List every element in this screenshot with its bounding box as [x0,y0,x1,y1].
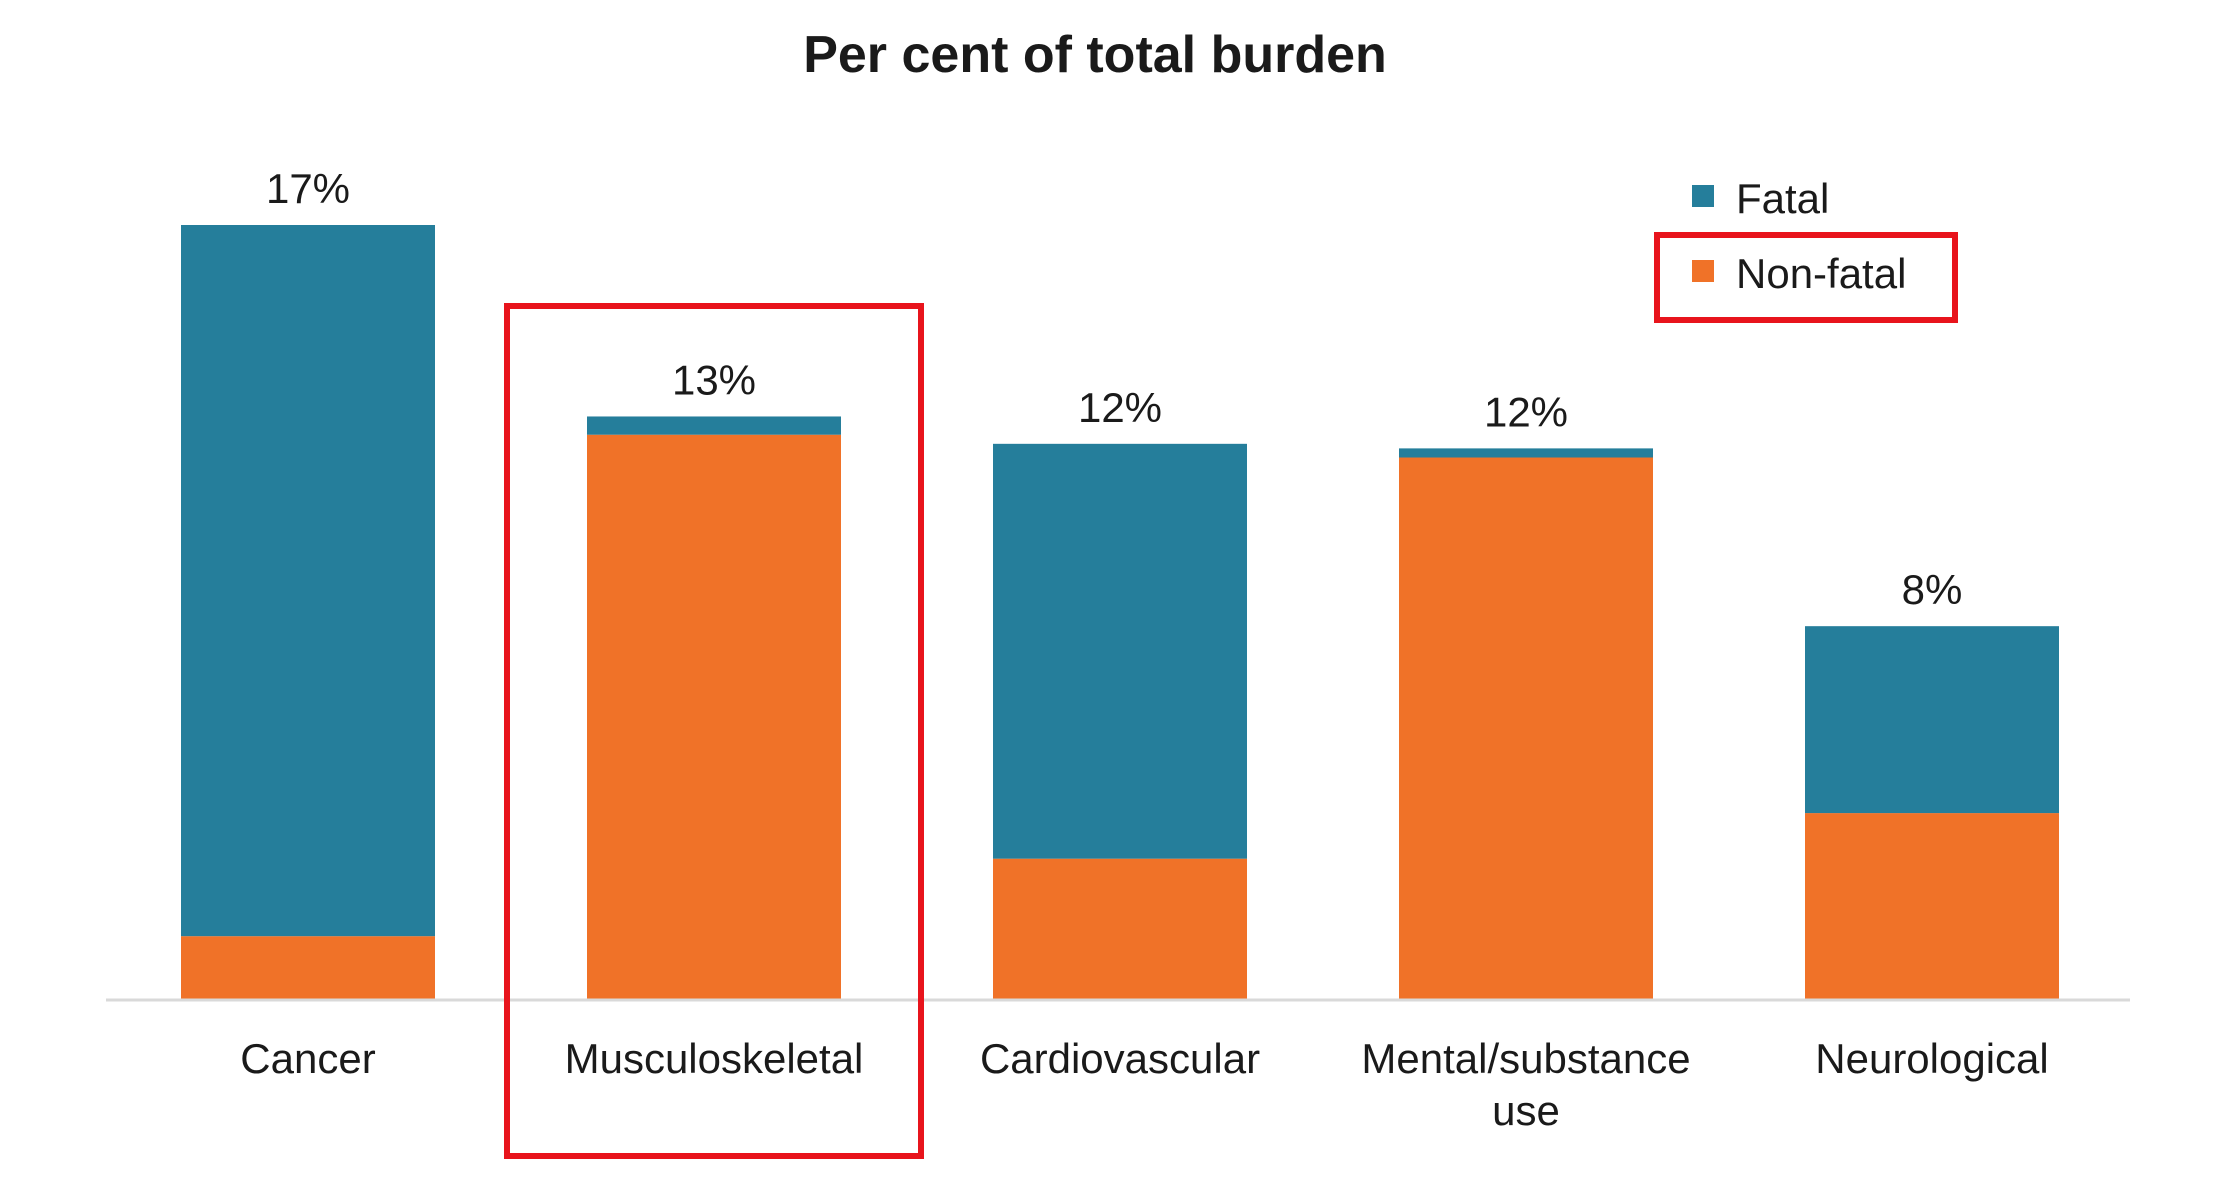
bar-cardiovascular-non-fatal [993,858,1247,1000]
legend-swatch-non-fatal [1692,260,1714,282]
bar-neurological-fatal [1805,626,2059,814]
value-label-mental-substance-use: 12% [1484,388,1568,435]
bar-cardiovascular-fatal [993,443,1247,859]
category-label-musculoskeletal: Musculoskeletal [565,1035,864,1082]
legend-label-non-fatal: Non-fatal [1736,250,1906,297]
legend-label-fatal: Fatal [1736,175,1829,222]
category-label-cancer: Cancer [240,1035,375,1082]
bar-cancer-fatal [181,225,435,937]
chart-title: Per cent of total burden [803,26,1387,84]
bar-mental-substance-use-fatal [1399,448,1653,458]
value-label-cancer: 17% [266,165,350,212]
highlight-layer [504,232,1958,1159]
labels-layer: 17% Cancer 13% Musculoskeletal 12% Cardiovasc… [240,165,2048,1134]
value-label-cardiovascular: 12% [1078,384,1162,431]
highlight-box-musculoskeletal [504,303,924,1159]
legend: Fatal Non-fatal [1692,175,1906,297]
value-label-musculoskeletal: 13% [672,356,756,403]
category-label-mental-substance-use-line-2: use [1492,1087,1560,1134]
value-label-neurological: 8% [1902,566,1963,613]
bar-neurological-non-fatal [1805,813,2059,1000]
category-label-cardiovascular: Cardiovascular [980,1035,1260,1082]
highlight-box-legend-non-fatal [1654,232,1958,323]
legend-swatch-fatal [1692,185,1714,207]
category-label-mental-substance-use-line-1: Mental/substance [1361,1035,1690,1082]
category-label-neurological: Neurological [1815,1035,2048,1082]
bar-mental-substance-use-non-fatal [1399,457,1653,1000]
bars-layer [181,225,2059,1000]
bar-musculoskeletal-non-fatal [587,434,841,1000]
bar-musculoskeletal-fatal [587,416,841,435]
bar-cancer-non-fatal [181,936,435,1000]
